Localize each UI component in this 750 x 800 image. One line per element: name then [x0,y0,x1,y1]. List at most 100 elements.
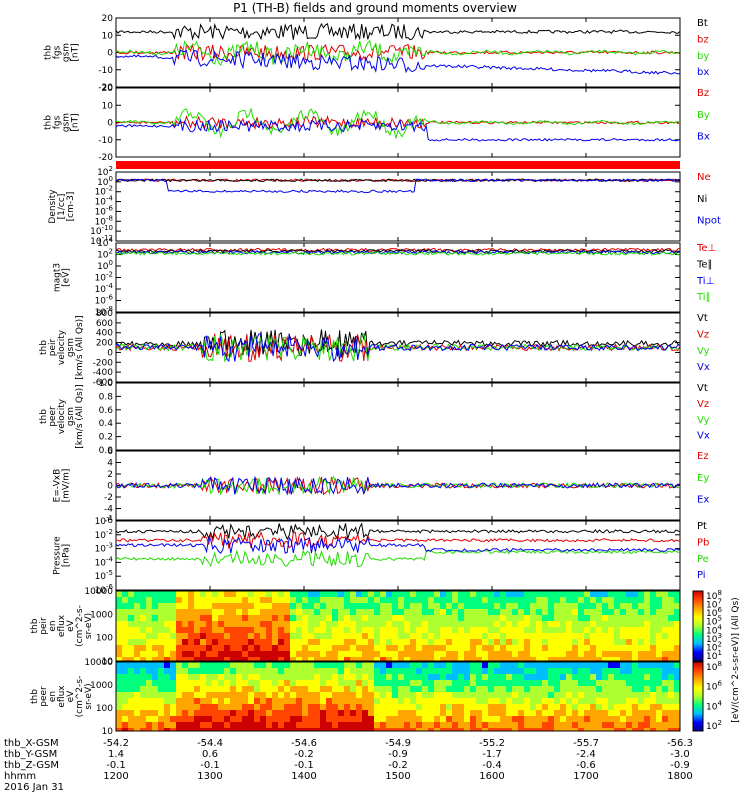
spectrogram-cell [338,662,344,668]
spectrogram-cell [338,609,344,615]
spectrogram-cell [290,615,296,621]
spectrogram-cell [482,680,488,686]
y-axis-label: velocity [57,398,67,434]
spectrogram-cell [248,609,254,615]
spectrogram-cell [176,662,182,668]
spectrogram-cell [230,633,236,639]
spectrogram-cell [596,668,602,674]
spectrogram-cell [620,716,626,722]
spectrogram-cell [518,674,524,680]
spectrogram-cell [440,615,446,621]
spectrogram-cell [446,662,452,668]
spectrogram-cell [164,657,170,661]
spectrogram-cell [674,639,680,645]
spectrogram-cell [518,716,524,722]
y-tick-label: 0.2 [99,433,113,443]
spectrogram-cell [218,686,224,692]
spectrogram-cell [554,591,560,597]
spectrogram-cell [416,591,422,597]
spectrogram-cell [218,651,224,657]
spectrogram-cell [320,662,326,668]
legend-bz: bz [697,34,709,45]
spectrogram-cell [410,722,416,728]
spectrogram-cell [470,591,476,597]
spectrogram-cell [590,674,596,680]
spectrogram-cell [194,639,200,645]
spectrogram-cell [590,686,596,692]
spectrogram-cell [302,621,308,627]
spectrogram-cell [260,633,266,639]
spectrogram-cell [200,615,206,621]
spectrogram-cell [488,633,494,639]
spectrogram-cell [590,728,596,731]
spectrogram-cell [284,668,290,674]
spectrogram-cell [290,657,296,661]
spectrogram-cell [668,591,674,597]
y-axis-label: fgs [53,115,63,129]
spectrogram-cell [242,621,248,627]
spectrogram-cell [464,603,470,609]
spectrogram-cell [602,662,608,668]
spectrogram-cell [170,603,176,609]
spectrogram-cell [122,716,128,722]
spectrogram-cell [638,674,644,680]
spectrogram-cell [548,728,554,731]
legend-vt: Vt [697,313,708,324]
legend-ez: Ez [697,451,709,462]
spectrogram-cell [260,627,266,633]
spectrogram-cell [242,633,248,639]
spectrogram-cell [302,692,308,698]
spectrogram-cell [554,722,560,728]
spectrogram-cell [416,651,422,657]
spectrogram-cell [284,680,290,686]
spectrogram-cell [542,710,548,716]
spectrogram-cell [536,609,542,615]
legend-bt: Bt [697,18,708,29]
spectrogram-cell [638,639,644,645]
spectrogram-cell [350,668,356,674]
legend-vt: Vt [697,383,708,394]
spectrogram-cell [482,698,488,704]
spectrogram-cell [398,698,404,704]
spectrogram-cell [362,657,368,661]
spectrogram-cell [566,728,572,731]
spectrogram-cell [446,597,452,603]
spectrogram-cell [242,668,248,674]
spectrogram-cell [230,674,236,680]
y-axis-label: sr-eV) [84,613,94,639]
spectrogram-cell [194,680,200,686]
spectrogram-cell [188,657,194,661]
spectrogram-cell [224,627,230,633]
spectrogram-cell [296,615,302,621]
spectrogram-cell [344,722,350,728]
spectrogram-cell [368,692,374,698]
spectrogram-cell [212,657,218,661]
spectrogram-cell [236,651,242,657]
spectrogram-cell [338,722,344,728]
panel-5 [115,312,681,383]
spectrogram-cell [302,597,308,603]
spectrogram-cell [158,716,164,722]
spectrogram-cell [434,657,440,661]
spectrogram-cell [200,621,206,627]
spectrogram-cell [284,692,290,698]
x-tick-label: 1400 [291,771,316,782]
spectrogram-cell [434,680,440,686]
spectrogram-cell [164,597,170,603]
spectrogram-cell [188,680,194,686]
spectrogram-cell [368,710,374,716]
spectrogram-cell [632,686,638,692]
y-tick-label: 0.6 [99,406,114,416]
y-axis-label: Pressure [53,536,63,575]
spectrogram-cell [524,680,530,686]
spectrogram-cell [392,657,398,661]
spectrogram-cell [320,609,326,615]
spectrogram-cell [392,692,398,698]
spectrogram-cell [128,662,134,668]
spectrogram-cell [404,621,410,627]
spectrogram-cell [440,686,446,692]
spectrogram-cell [614,657,620,661]
spectrogram-cell [494,662,500,668]
spectrogram-cell [320,686,326,692]
spectrogram-cell [392,710,398,716]
